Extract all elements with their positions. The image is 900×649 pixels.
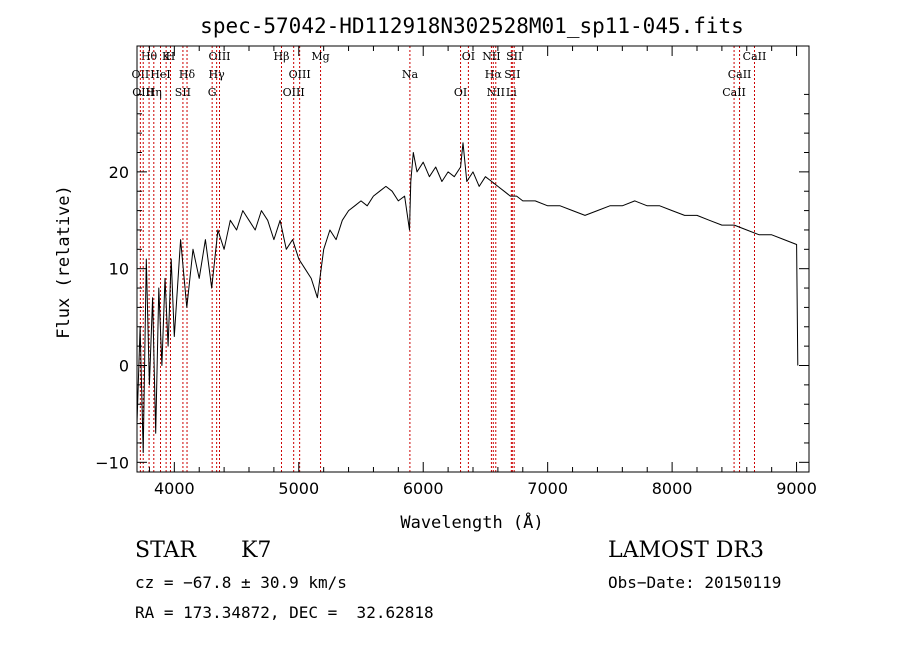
flux-series [136, 142, 799, 454]
line-marker-label: CaII [722, 86, 746, 99]
line-marker-label: OIII [208, 50, 230, 63]
survey-name: LAMOST DR3 [608, 538, 764, 563]
x-tick-label: 9000 [776, 479, 817, 498]
line-marker-label: NII [487, 86, 505, 99]
line-marker-label: G [208, 86, 217, 99]
plot-frame [136, 45, 810, 473]
line-marker-label: Hβ [274, 50, 290, 63]
line-marker-label: SII [504, 68, 520, 81]
y-tick-label: −10 [95, 453, 129, 472]
emission-line-markers: HθOIIOIIIKHeIHηHHδSIIOIIIHγGHβOIIIOIIIMg… [132, 46, 767, 472]
flux-line [136, 142, 799, 454]
y-axis-label: Flux (relative) [54, 185, 74, 339]
line-marker-label: OI [462, 50, 475, 63]
line-marker-label: Hδ [179, 68, 196, 81]
line-marker-label: HeI [150, 68, 170, 81]
x-axis-label: Wavelength (Å) [400, 511, 543, 533]
plot-axes: 4000 5000 6000 7000 8000 9000 −10 0 10 20 [95, 45, 817, 498]
line-marker-label: K [162, 50, 171, 63]
line-marker-label: H [166, 50, 176, 63]
line-marker-label: SII [175, 86, 191, 99]
line-marker-label: NII [482, 50, 500, 63]
line-marker-label: Hγ [209, 68, 226, 81]
line-marker-label: Hα [485, 68, 503, 81]
x-tick-label: 4000 [154, 479, 195, 498]
line-marker-label: OII [132, 68, 150, 81]
line-marker-label: Hη [146, 86, 162, 99]
observation-date: Obs−Date: 20150119 [608, 573, 782, 592]
ra-dec: RA = 173.34872, DEC = 32.62818 [135, 603, 434, 622]
line-marker-label: OIII [132, 86, 154, 99]
line-marker-label: OIII [283, 86, 305, 99]
line-marker-label: CaII [743, 50, 767, 63]
line-marker-label: Na [402, 68, 419, 81]
object-class: STAR [135, 538, 196, 563]
line-marker-label: OIII [289, 68, 311, 81]
chart-title: spec-57042-HD112918N302528M01_sp11-045.f… [200, 14, 744, 38]
line-marker-label: SII [506, 50, 522, 63]
object-subclass: K7 [241, 538, 272, 563]
line-marker-label: CaII [728, 68, 752, 81]
y-tick-label: 20 [109, 163, 129, 182]
y-tick-label: 0 [119, 357, 129, 376]
x-tick-label: 8000 [652, 479, 693, 498]
line-marker-label: Mg [311, 50, 329, 63]
y-tick-label: 10 [109, 260, 129, 279]
redshift-cz: cz = −67.8 ± 30.9 km/s [135, 573, 347, 592]
x-tick-label: 7000 [527, 479, 568, 498]
x-tick-label: 6000 [403, 479, 444, 498]
line-marker-label: Li [506, 86, 517, 99]
line-marker-label: OI [454, 86, 467, 99]
x-tick-label: 5000 [278, 479, 319, 498]
